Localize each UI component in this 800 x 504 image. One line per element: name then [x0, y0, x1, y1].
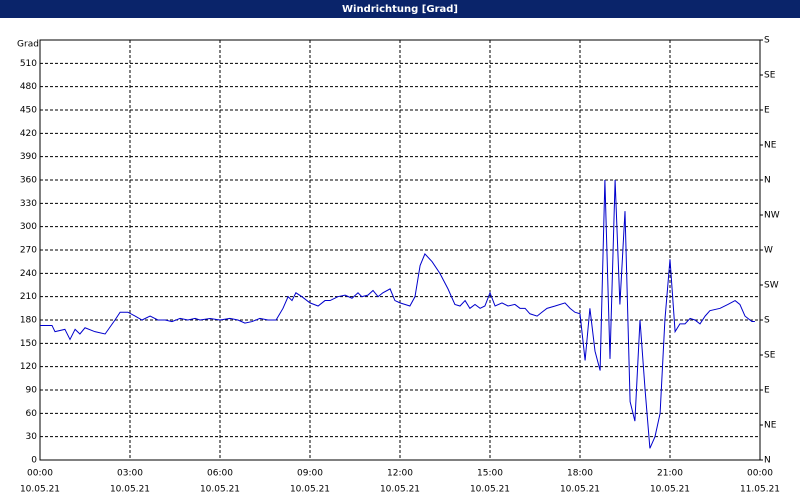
- y-axis-label: Grad: [17, 40, 39, 50]
- y-tick-label: 420: [20, 129, 37, 139]
- y2-tick-label: SE: [764, 71, 776, 81]
- x-tick-label: 06:00: [207, 469, 233, 479]
- chart-title: Windrichtung [Grad]: [342, 4, 458, 15]
- x-tick-label: 15:00: [477, 469, 503, 479]
- x-tick-date: 11.05.21: [740, 485, 780, 495]
- y-tick-label: 300: [20, 222, 37, 232]
- y-tick-label: 270: [20, 246, 37, 256]
- y2-tick-label: N: [764, 456, 771, 466]
- title-bar: [0, 0, 800, 18]
- y-tick-label: 240: [20, 269, 37, 279]
- y2-tick-label: W: [764, 246, 773, 256]
- y2-tick-label: S: [764, 316, 770, 326]
- x-tick-label: 21:00: [657, 469, 683, 479]
- y-tick-label: 210: [20, 292, 37, 302]
- x-tick-label: 00:00: [27, 469, 53, 479]
- y-tick-label: 60: [26, 409, 38, 419]
- x-tick-date: 10.05.21: [110, 485, 150, 495]
- y-tick-label: 450: [20, 106, 37, 116]
- x-tick-label: 00:00: [747, 469, 773, 479]
- y-tick-label: 330: [20, 199, 37, 209]
- data-line: [40, 179, 755, 449]
- y2-tick-label: S: [764, 36, 770, 46]
- x-tick-date: 10.05.21: [200, 485, 240, 495]
- y-tick-label: 480: [20, 82, 37, 92]
- x-tick-date: 10.05.21: [380, 485, 420, 495]
- y-tick-label: 360: [20, 176, 37, 186]
- y2-tick-label: SW: [764, 281, 779, 291]
- y-tick-label: 150: [20, 339, 37, 349]
- y-tick-label: 120: [20, 362, 37, 372]
- y2-tick-label: NE: [764, 421, 777, 431]
- x-tick-label: 09:00: [297, 469, 323, 479]
- y-tick-label: 0: [31, 456, 37, 466]
- y2-tick-label: NE: [764, 141, 777, 151]
- y-tick-label: 510: [20, 59, 37, 69]
- x-tick-date: 10.05.21: [470, 485, 510, 495]
- y-tick-label: 90: [26, 386, 38, 396]
- y2-tick-label: NW: [764, 211, 780, 221]
- y2-tick-label: SE: [764, 351, 776, 361]
- x-tick-date: 10.05.21: [20, 485, 60, 495]
- y2-tick-label: E: [764, 106, 770, 116]
- y-tick-label: 30: [26, 432, 38, 442]
- x-tick-label: 03:00: [117, 469, 143, 479]
- y-tick-label: 390: [20, 152, 37, 162]
- x-tick-label: 18:00: [567, 469, 593, 479]
- x-tick-date: 10.05.21: [650, 485, 690, 495]
- y2-tick-label: E: [764, 386, 770, 396]
- y2-tick-label: N: [764, 176, 771, 186]
- y-tick-label: 180: [20, 316, 37, 326]
- x-tick-label: 12:00: [387, 469, 413, 479]
- x-tick-date: 10.05.21: [290, 485, 330, 495]
- x-tick-date: 10.05.21: [560, 485, 600, 495]
